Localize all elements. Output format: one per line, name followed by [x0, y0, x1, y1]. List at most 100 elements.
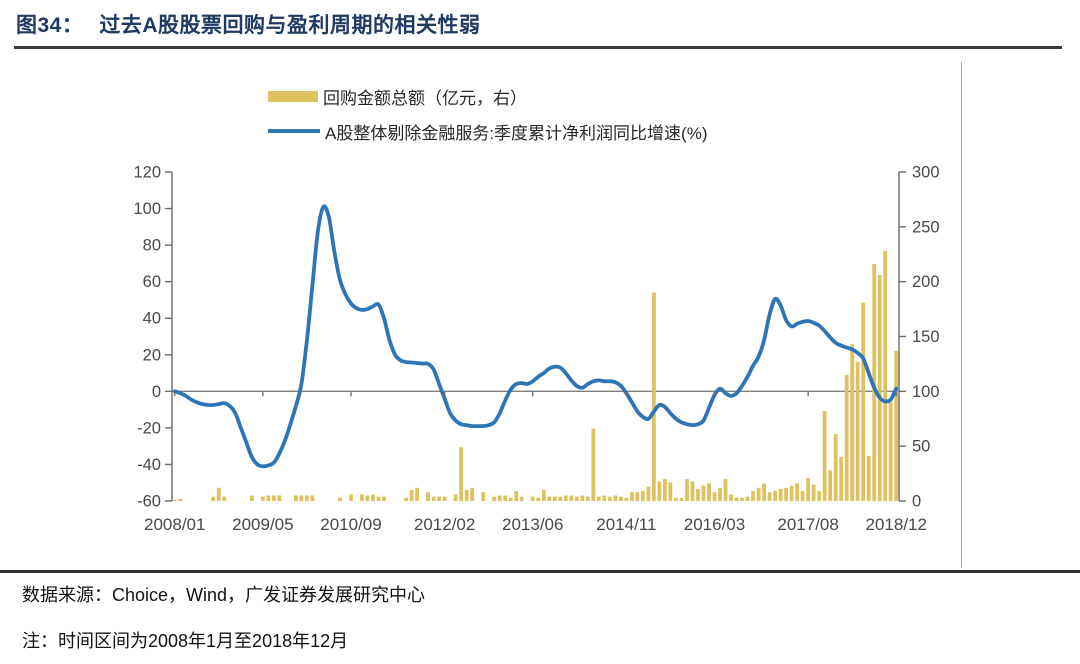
svg-text:60: 60 — [143, 273, 161, 291]
svg-text:80: 80 — [143, 237, 161, 255]
buyback-bar — [508, 497, 513, 501]
figure-right-border — [961, 62, 962, 568]
legend-item-buyback: 回购金额总额（亿元，右） — [268, 84, 708, 108]
buyback-bar — [806, 478, 810, 501]
buyback-bar — [349, 494, 353, 501]
figure-note: 注：时间区间为2008年1月至2018年12月 — [22, 631, 349, 651]
buyback-bar — [817, 491, 821, 501]
buyback-bars — [172, 251, 899, 501]
buyback-bar — [464, 490, 469, 501]
buyback-bar — [894, 350, 899, 501]
buyback-bar — [877, 275, 882, 501]
buyback-bar — [833, 434, 838, 501]
svg-text:2009/05: 2009/05 — [232, 515, 293, 534]
x-axis-labels: 2008/01 2009/05 2010/09 2012/02 2013/06 2014/… — [144, 391, 927, 534]
svg-text:2008/01: 2008/01 — [144, 515, 205, 534]
buyback-bar — [685, 479, 689, 501]
buyback-bar — [866, 456, 871, 501]
buyback-bar — [310, 495, 315, 501]
buyback-bar — [729, 494, 733, 501]
svg-text:0: 0 — [152, 383, 161, 401]
svg-text:2016/03: 2016/03 — [684, 515, 745, 534]
buyback-bar — [784, 487, 788, 501]
buyback-bar — [216, 487, 221, 501]
svg-text:100: 100 — [133, 200, 161, 218]
right-axis: 300 250 200 150 100 50 0 — [898, 164, 940, 511]
svg-text:2012/02: 2012/02 — [414, 515, 475, 534]
buyback-bar — [277, 495, 282, 501]
buyback-bar — [674, 497, 678, 501]
buyback-bar — [756, 487, 761, 501]
buyback-bar — [707, 483, 711, 501]
buyback-bar — [773, 491, 777, 501]
buyback-bar — [641, 491, 645, 501]
svg-text:2017/08: 2017/08 — [777, 515, 838, 534]
buyback-bar — [360, 494, 364, 501]
buyback-bar — [679, 497, 684, 501]
buyback-bar — [883, 251, 888, 501]
buyback-bar — [652, 292, 656, 501]
svg-text:200: 200 — [912, 273, 940, 291]
buyback-bar — [172, 499, 177, 501]
buyback-bar — [696, 488, 700, 501]
buyback-bar — [657, 481, 662, 501]
buyback-bar — [767, 492, 772, 501]
buyback-bar — [811, 484, 816, 501]
svg-text:2014/11: 2014/11 — [596, 515, 656, 534]
buyback-bar — [668, 482, 673, 501]
buyback-bar — [222, 496, 227, 501]
svg-text:-60: -60 — [137, 493, 161, 511]
buyback-bar — [602, 495, 607, 501]
buyback-bar — [481, 492, 486, 501]
svg-text:2010/09: 2010/09 — [320, 515, 381, 534]
figure-title: 图34： 过去A股股票回购与盈利周期的相关性弱 — [16, 9, 481, 39]
figure-number: 图34： — [16, 14, 84, 37]
buyback-bar — [558, 496, 563, 501]
buyback-bar — [778, 488, 783, 501]
buyback-bar — [431, 496, 436, 501]
buyback-bar — [574, 496, 579, 501]
svg-text:2018/12: 2018/12 — [866, 515, 927, 534]
buyback-bar — [453, 494, 458, 501]
buyback-bar — [828, 470, 833, 501]
svg-text:0: 0 — [912, 493, 921, 511]
footer-divider — [0, 570, 1080, 573]
buyback-bar — [547, 496, 552, 501]
chart-legend: 回购金额总额（亿元，右） A股整体剔除金融服务:季度累计净利润同比增速(%) — [268, 84, 708, 143]
buyback-bar — [800, 491, 805, 501]
buyback-bar — [415, 487, 419, 501]
buyback-bar — [690, 481, 695, 501]
data-source: 数据来源：Choice，Wind，广发证券发展研究中心 — [22, 585, 426, 605]
profit-growth-line — [172, 204, 899, 469]
buyback-bar — [822, 411, 827, 501]
buyback-bar — [718, 487, 722, 501]
buyback-bar — [459, 447, 463, 501]
svg-text:-40: -40 — [137, 456, 161, 474]
buyback-bar — [734, 497, 739, 501]
legend-label-buyback: 回购金额总额（亿元，右） — [323, 88, 527, 108]
buyback-bar — [178, 498, 183, 501]
buyback-bar — [514, 491, 519, 501]
svg-text:100: 100 — [912, 383, 940, 401]
left-axis: 120 100 80 60 40 20 0 -20 -40 -60 — [133, 164, 173, 511]
buyback-bar — [608, 496, 612, 501]
line-series-swatch — [268, 129, 320, 133]
buyback-bar — [745, 496, 750, 501]
svg-text:50: 50 — [912, 438, 930, 456]
svg-text:300: 300 — [912, 164, 940, 182]
buyback-bar — [519, 496, 524, 501]
buyback-bar — [872, 264, 877, 501]
buyback-bar — [663, 479, 667, 501]
legend-label-profit-growth: A股整体剔除金融服务:季度累计净利润同比增速(%) — [325, 123, 708, 143]
svg-text:2013/06: 2013/06 — [502, 515, 563, 534]
buyback-bar — [596, 496, 601, 501]
buyback-bar — [503, 495, 508, 501]
buyback-bar — [888, 402, 893, 501]
figure-title-text: 过去A股股票回购与盈利周期的相关性弱 — [99, 14, 481, 37]
buyback-bar — [365, 495, 370, 501]
svg-text:-20: -20 — [137, 419, 161, 437]
buyback-bar — [250, 495, 254, 501]
buyback-bar — [839, 457, 844, 501]
buyback-bar — [470, 487, 475, 501]
